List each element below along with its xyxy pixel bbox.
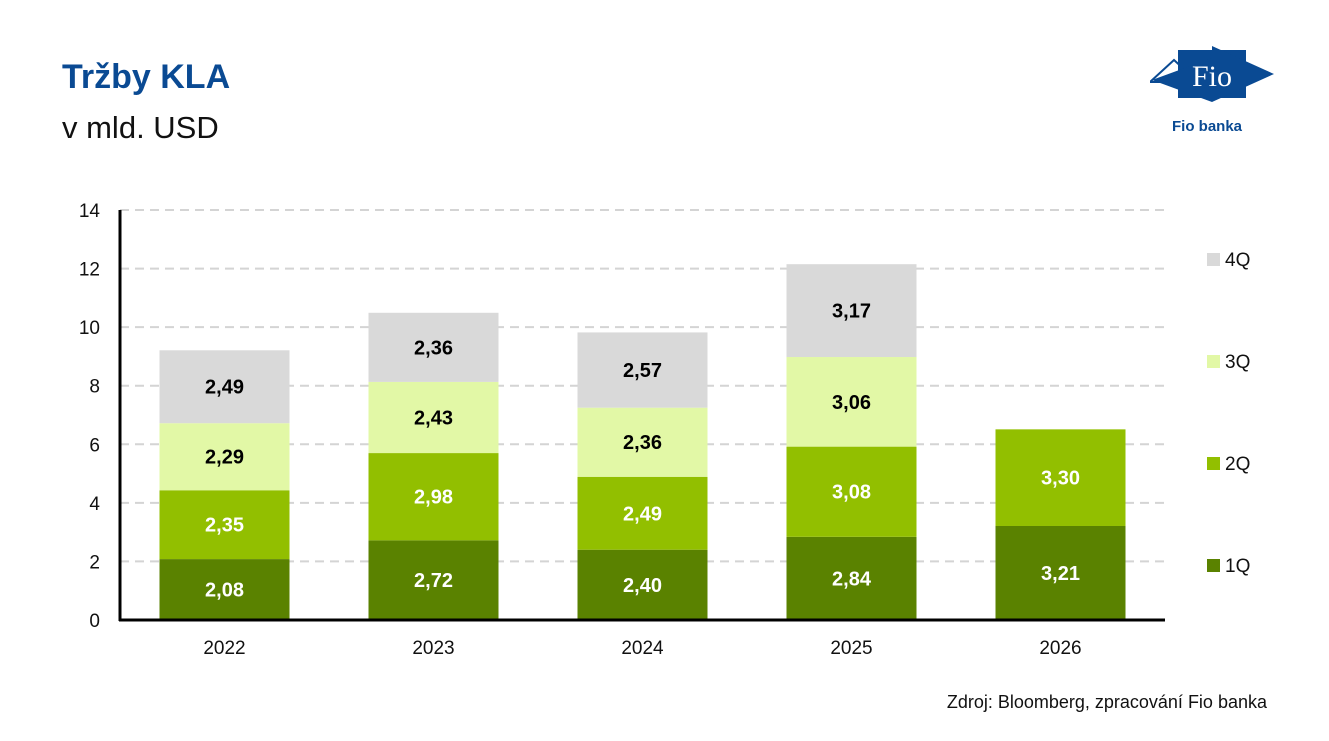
x-tick-label: 2022 [203, 638, 245, 659]
y-tick-label: 10 [79, 318, 100, 339]
data-label: 2,08 [205, 580, 244, 602]
data-label: 3,21 [1041, 563, 1080, 585]
x-tick-label: 2026 [1039, 638, 1081, 659]
y-tick-label: 8 [89, 377, 100, 398]
data-label: 3,30 [1041, 468, 1080, 490]
data-label: 2,84 [832, 568, 872, 590]
bar-segment-3Q-2024 [577, 407, 708, 477]
x-tick-label: 2025 [830, 638, 872, 659]
bar-segment-4Q-2024 [577, 332, 708, 408]
bar-segment-1Q-2023 [368, 540, 499, 620]
logo-brand-text: Fio banka [1172, 118, 1243, 135]
bar-segment-3Q-2025 [786, 357, 917, 447]
data-label: 3,06 [832, 392, 871, 414]
bar-segment-4Q-2023 [368, 312, 499, 382]
bar-segment-2Q-2023 [368, 453, 499, 541]
data-label: 3,08 [832, 482, 871, 504]
bar-segment-1Q-2025 [786, 536, 917, 620]
data-label: 2,98 [414, 487, 453, 509]
y-tick-label: 12 [79, 260, 100, 281]
data-label: 2,35 [205, 515, 244, 537]
bar-segment-4Q-2025 [786, 264, 917, 358]
legend-swatch-3Q [1207, 355, 1220, 368]
chart-subtitle: v mld. USD [62, 110, 219, 145]
data-label: 2,36 [414, 337, 453, 359]
data-label: 2,49 [205, 377, 244, 399]
bar-segment-4Q-2022 [159, 350, 290, 424]
legend-label-2Q: 2Q [1225, 454, 1250, 475]
legend-label-3Q: 3Q [1225, 352, 1250, 373]
data-label: 2,57 [623, 360, 662, 382]
legend-swatch-4Q [1207, 253, 1220, 266]
bar-segment-3Q-2022 [159, 423, 290, 491]
y-tick-label: 14 [79, 201, 101, 222]
legend-label-1Q: 1Q [1225, 556, 1250, 577]
y-tick-label: 6 [89, 435, 100, 456]
data-label: 2,29 [205, 447, 244, 469]
y-tick-label: 4 [89, 494, 100, 515]
bar-segment-2Q-2025 [786, 446, 917, 537]
data-label: 2,40 [623, 575, 662, 597]
bar-segment-2Q-2024 [577, 476, 708, 550]
bar-segment-2Q-2026 [995, 429, 1126, 526]
bar-segment-1Q-2024 [577, 549, 708, 620]
data-label: 2,43 [414, 407, 453, 429]
data-label: 2,49 [623, 503, 662, 525]
data-label: 2,72 [414, 570, 453, 592]
chart-title: Tržby KLA [62, 58, 231, 96]
fio-logo-icon: Fio [1150, 46, 1274, 102]
bar-segment-2Q-2022 [159, 490, 290, 560]
y-tick-label: 2 [89, 552, 100, 573]
x-tick-label: 2024 [621, 638, 664, 659]
y-tick-label: 0 [89, 611, 100, 632]
legend-label-4Q: 4Q [1225, 250, 1250, 271]
x-tick-label: 2023 [412, 638, 454, 659]
source-note: Zdroj: Bloomberg, zpracování Fio banka [946, 692, 1267, 712]
data-label: 2,36 [623, 432, 662, 454]
legend-swatch-1Q [1207, 559, 1220, 572]
bar-segment-3Q-2023 [368, 381, 499, 454]
bar-segment-1Q-2026 [995, 525, 1126, 620]
legend-swatch-2Q [1207, 457, 1220, 470]
data-label: 3,17 [832, 301, 871, 323]
bar-segment-1Q-2022 [159, 559, 290, 620]
logo-mark-text: Fio [1192, 60, 1232, 93]
